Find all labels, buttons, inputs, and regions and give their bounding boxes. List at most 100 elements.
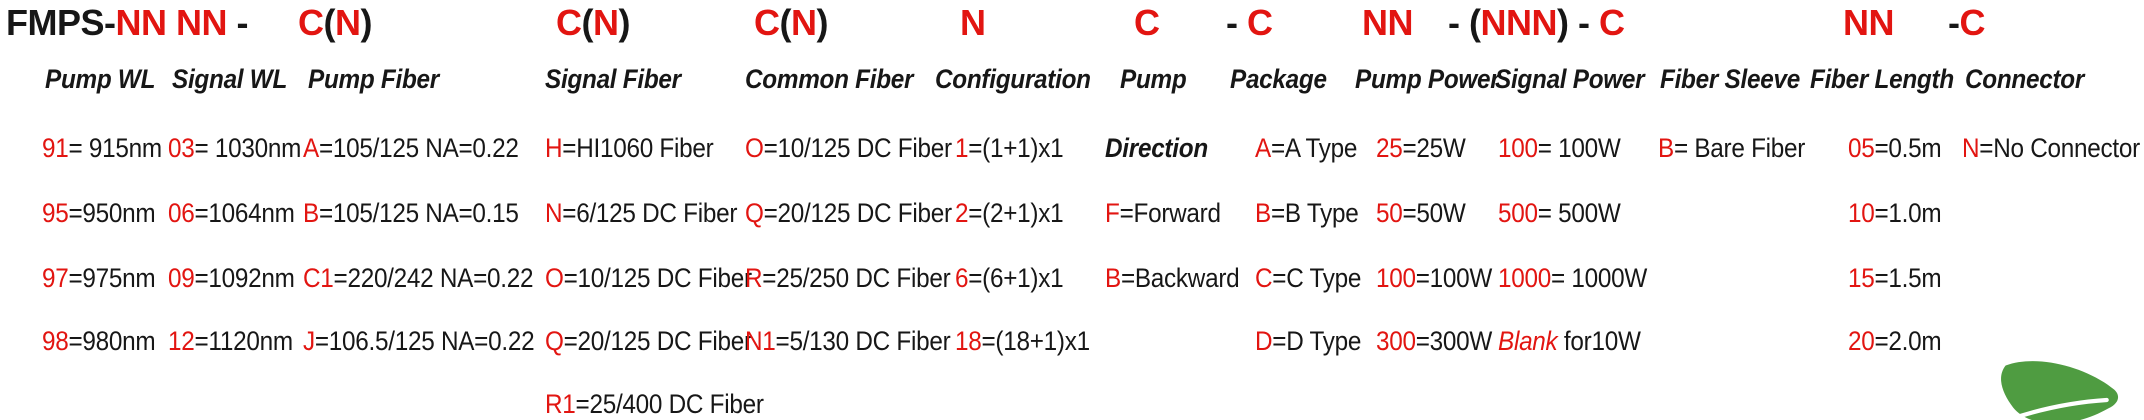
legend-item-configuration-2: 2=(2+1)x1: [955, 195, 1075, 231]
legend-item-signal-wl-09: 09=1092nm: [168, 260, 309, 296]
column-label-package: Package: [1230, 62, 1337, 96]
item-value: =105/125 NA=0.15: [318, 198, 519, 228]
item-value: =2.0m: [1874, 326, 1942, 356]
item-value: =10/125 DC Fiber: [763, 133, 952, 163]
item-code: Q: [545, 326, 564, 356]
format-text: N: [593, 2, 619, 43]
legend-item-fiber-length-20: 20=2.0m: [1848, 323, 1952, 359]
item-value: =D Type: [1272, 326, 1362, 356]
column-label-text: Pump Fiber: [308, 64, 439, 94]
format-segment-signal-power-sleeve-code: - (NNN) - C: [1448, 2, 1625, 44]
format-text: ): [816, 2, 829, 43]
format-segment-fiber-length-code: NN: [1843, 2, 1895, 44]
item-code: 100: [1498, 133, 1538, 163]
format-text: NN: [1362, 2, 1414, 43]
format-text: N: [335, 2, 361, 43]
item-value: =Forward: [1119, 198, 1221, 228]
legend-item-fiber-sleeve-b: B= Bare Fiber: [1658, 130, 1821, 166]
format-segment-model-and-wavelengths: FMPS-NN NN -: [6, 2, 258, 44]
item-value: =25W: [1402, 133, 1466, 163]
format-segment-package-code: - C: [1226, 2, 1273, 44]
item-value: =220/242 NA=0.22: [333, 263, 534, 293]
legend-item-text: 15=1.5m: [1848, 260, 1942, 296]
format-text: C: [1959, 2, 1986, 43]
format-text: -: [1226, 2, 1247, 43]
item-code: 300: [1376, 326, 1416, 356]
column-label-text: Package: [1230, 64, 1327, 94]
legend-item-connector-n: N=No Connector: [1962, 130, 2144, 166]
item-value: =(1+1)x1: [968, 133, 1064, 163]
legend-item-package-b: B=B Type: [1255, 195, 1370, 231]
column-label-text: Fiber Sleeve: [1660, 64, 1800, 94]
legend-item-pump-fiber-j: J=106.5/125 NA=0.22: [303, 323, 560, 359]
item-value: =20/125 DC Fiber: [563, 326, 752, 356]
column-label-fiber-sleeve: Fiber Sleeve: [1660, 62, 1816, 96]
item-value: =1.0m: [1874, 198, 1942, 228]
legend-item-pump-power-25: 25=25W: [1376, 130, 1476, 166]
item-code: 95: [42, 198, 69, 228]
column-label-pump-fiber: Pump Fiber: [308, 62, 454, 96]
format-text: NN NN: [115, 2, 228, 43]
column-label-configuration: Configuration: [935, 62, 1108, 96]
format-segment-common-fiber-code: C(N): [754, 2, 828, 44]
legend-item-fiber-length-05: 05=0.5m: [1848, 130, 1952, 166]
item-code: N: [1962, 133, 1980, 163]
item-value: =300W: [1415, 326, 1493, 356]
item-code: 2: [955, 198, 969, 228]
legend-item-signal-wl-03: 03= 1030nm: [168, 130, 316, 166]
column-label-pump-power: Pump Power: [1355, 62, 1516, 96]
legend-item-text: 1000= 1000W: [1498, 260, 1647, 296]
item-code: 06: [168, 198, 195, 228]
item-code: 50: [1376, 198, 1403, 228]
item-value: =(18+1)x1: [981, 326, 1090, 356]
item-code: B: [1658, 133, 1674, 163]
format-text: ): [360, 2, 373, 43]
legend-item-text: B=B Type: [1255, 195, 1359, 231]
item-code: B: [303, 198, 319, 228]
item-value: =1092nm: [194, 263, 295, 293]
item-value: =50W: [1402, 198, 1466, 228]
legend-item-configuration-6: 6=(6+1)x1: [955, 260, 1075, 296]
item-value: =1064nm: [194, 198, 295, 228]
legend-item-text: Q=20/125 DC Fiber: [745, 195, 952, 231]
legend-item-text: Blank for10W: [1498, 323, 1641, 359]
legend-item-text: F=Forward: [1105, 195, 1221, 231]
legend-item-signal-power-500: 500= 500W: [1498, 195, 1634, 231]
legend-item-common-fiber-r: R=25/250 DC Fiber: [745, 260, 973, 296]
format-text: N: [791, 2, 817, 43]
legend-item-text: 100=100W: [1376, 260, 1492, 296]
item-code: 10: [1848, 198, 1875, 228]
legend-item-text: A=105/125 NA=0.22: [303, 130, 519, 166]
format-text: C: [556, 2, 582, 43]
legend-item-pump-wl-91: 91= 915nm: [42, 130, 175, 166]
item-code: A: [303, 133, 319, 163]
item-code: J: [303, 326, 315, 356]
item-value: =C Type: [1272, 263, 1362, 293]
item-code: 15: [1848, 263, 1875, 293]
legend-item-text: 06=1064nm: [168, 195, 295, 231]
item-value: =25/400 DC Fiber: [575, 389, 764, 419]
item-code: R1: [545, 389, 576, 419]
legend-item-text: 09=1092nm: [168, 260, 295, 296]
legend-item-signal-power-100: 100= 100W: [1498, 130, 1634, 166]
legend-item-text: O=10/125 DC Fiber: [745, 130, 952, 166]
legend-item-signal-fiber-r1: R1=25/400 DC Fiber: [545, 386, 788, 420]
format-text: N: [960, 2, 986, 43]
item-code: 1000: [1498, 263, 1551, 293]
item-value: =100W: [1415, 263, 1493, 293]
legend-item-text: 2=(2+1)x1: [955, 195, 1064, 231]
item-value: =(2+1)x1: [968, 198, 1064, 228]
item-code: O: [745, 133, 764, 163]
format-text: C: [1247, 2, 1273, 43]
legend-item-text: R1=25/400 DC Fiber: [545, 386, 764, 420]
format-text: ): [618, 2, 631, 43]
item-value: for10W: [1557, 326, 1641, 356]
legend-item-text: 91= 915nm: [42, 130, 162, 166]
format-text: C: [298, 2, 324, 43]
item-code: C: [1255, 263, 1273, 293]
item-code: B: [1255, 198, 1271, 228]
legend-item-text: 20=2.0m: [1848, 323, 1942, 359]
column-label-fiber-length: Fiber Length: [1810, 62, 1970, 96]
item-code: N1: [745, 326, 776, 356]
